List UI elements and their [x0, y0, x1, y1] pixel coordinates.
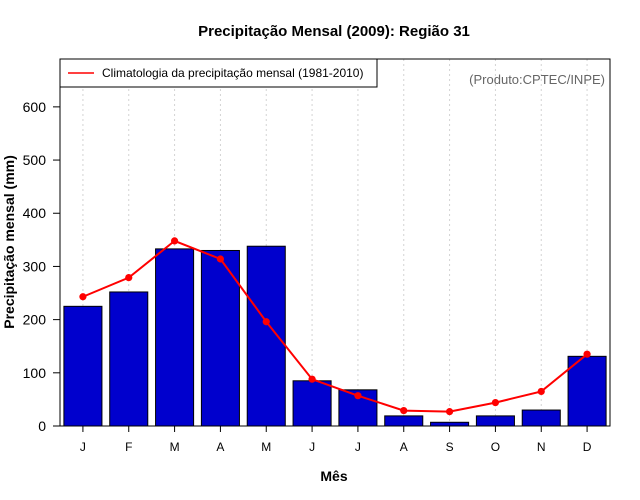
- x-tick-label: N: [537, 440, 546, 454]
- climatology-point-9: [491, 398, 500, 407]
- x-tick-label: A: [216, 440, 224, 454]
- chart-title: Precipitação Mensal (2009): Região 31: [198, 23, 470, 40]
- y-tick-label: 0: [38, 418, 46, 434]
- bar-2: [155, 248, 195, 427]
- climatology-point-1: [125, 274, 133, 282]
- climatology-point-10: [537, 387, 545, 396]
- climatology-point-7: [400, 406, 408, 415]
- climatology-point-11: [583, 350, 591, 358]
- bars: [63, 245, 607, 427]
- climatology-point-6: [354, 392, 362, 400]
- legend-box: [59, 58, 378, 88]
- x-axis-label: Mês: [320, 468, 347, 484]
- x-tick-label: M: [261, 440, 271, 454]
- y-tick-label: 300: [23, 258, 47, 274]
- bar-10: [521, 409, 561, 427]
- y-tick-label: 200: [23, 312, 47, 328]
- y-tick-label: 100: [23, 365, 47, 381]
- legend-label: Climatologia da precipitação mensal (198…: [102, 66, 363, 80]
- bar-9: [475, 415, 515, 427]
- x-tick-label: J: [355, 440, 361, 454]
- climatology-point-0: [79, 293, 87, 301]
- bar-4: [246, 245, 286, 427]
- bar-11: [567, 355, 607, 427]
- climatology-point-2: [170, 237, 179, 245]
- climatology-series: [79, 237, 591, 416]
- y-axis: 0 100 200 300 400 500 600: [23, 99, 60, 434]
- bar-7: [384, 415, 424, 427]
- x-tick-label: S: [446, 440, 454, 454]
- x-tick-label: J: [309, 440, 315, 454]
- climatology-line: [82, 239, 588, 413]
- x-tick-label: J: [80, 440, 86, 454]
- x-tick-label: F: [125, 440, 132, 454]
- y-tick-label: 600: [23, 99, 47, 115]
- climatology-point-4: [262, 318, 270, 326]
- climatology-point-8: [445, 408, 454, 416]
- bar-3: [200, 249, 240, 427]
- x-tick-label: O: [491, 440, 500, 454]
- source-annotation: (Produto:CPTEC/INPE): [469, 72, 605, 87]
- legend: Climatologia da precipitação mensal (198…: [59, 58, 378, 88]
- bar-0: [63, 305, 103, 427]
- bar-8: [430, 421, 470, 427]
- y-tick-label: 500: [23, 152, 47, 168]
- x-tick-label: M: [170, 440, 180, 454]
- climatology-point-5: [308, 375, 316, 383]
- x-tick-label: A: [400, 440, 408, 454]
- climatology-point-3: [216, 255, 225, 263]
- y-tick-label: 400: [23, 205, 47, 221]
- bar-5: [292, 380, 332, 427]
- y-axis-label: Precipitação mensal (mm): [1, 155, 17, 329]
- bar-1: [109, 291, 149, 427]
- x-tick-label: D: [583, 440, 592, 454]
